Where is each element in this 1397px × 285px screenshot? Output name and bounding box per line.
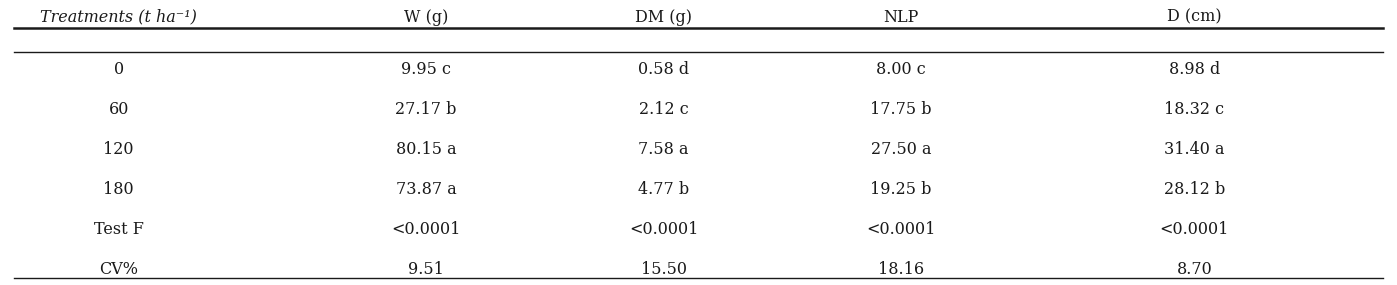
Text: 0: 0	[113, 62, 124, 78]
Text: D (cm): D (cm)	[1166, 9, 1222, 25]
Text: W (g): W (g)	[404, 9, 448, 25]
Text: 9.51: 9.51	[408, 262, 444, 278]
Text: <0.0001: <0.0001	[1160, 221, 1229, 239]
Text: 120: 120	[103, 141, 134, 158]
Text: 8.00 c: 8.00 c	[876, 62, 926, 78]
Text: 2.12 c: 2.12 c	[638, 101, 689, 119]
Text: 4.77 b: 4.77 b	[638, 182, 689, 198]
Text: 80.15 a: 80.15 a	[395, 141, 457, 158]
Text: 19.25 b: 19.25 b	[870, 182, 932, 198]
Text: 27.50 a: 27.50 a	[870, 141, 932, 158]
Text: CV%: CV%	[99, 262, 138, 278]
Text: 73.87 a: 73.87 a	[395, 182, 457, 198]
Text: 17.75 b: 17.75 b	[870, 101, 932, 119]
Text: 8.70: 8.70	[1176, 262, 1213, 278]
Text: 7.58 a: 7.58 a	[638, 141, 689, 158]
Text: 18.16: 18.16	[877, 262, 925, 278]
Text: 18.32 c: 18.32 c	[1164, 101, 1225, 119]
Text: <0.0001: <0.0001	[629, 221, 698, 239]
Text: Test F: Test F	[94, 221, 144, 239]
Text: 0.58 d: 0.58 d	[638, 62, 689, 78]
Text: 180: 180	[103, 182, 134, 198]
Text: NLP: NLP	[883, 9, 919, 25]
Text: Treatments (t ha⁻¹): Treatments (t ha⁻¹)	[41, 9, 197, 25]
Text: <0.0001: <0.0001	[866, 221, 936, 239]
Text: 15.50: 15.50	[641, 262, 686, 278]
Text: DM (g): DM (g)	[636, 9, 692, 25]
Text: 9.95 c: 9.95 c	[401, 62, 451, 78]
Text: <0.0001: <0.0001	[391, 221, 461, 239]
Text: 27.17 b: 27.17 b	[395, 101, 457, 119]
Text: 8.98 d: 8.98 d	[1169, 62, 1220, 78]
Text: 31.40 a: 31.40 a	[1164, 141, 1225, 158]
Text: 28.12 b: 28.12 b	[1164, 182, 1225, 198]
Text: 60: 60	[109, 101, 129, 119]
